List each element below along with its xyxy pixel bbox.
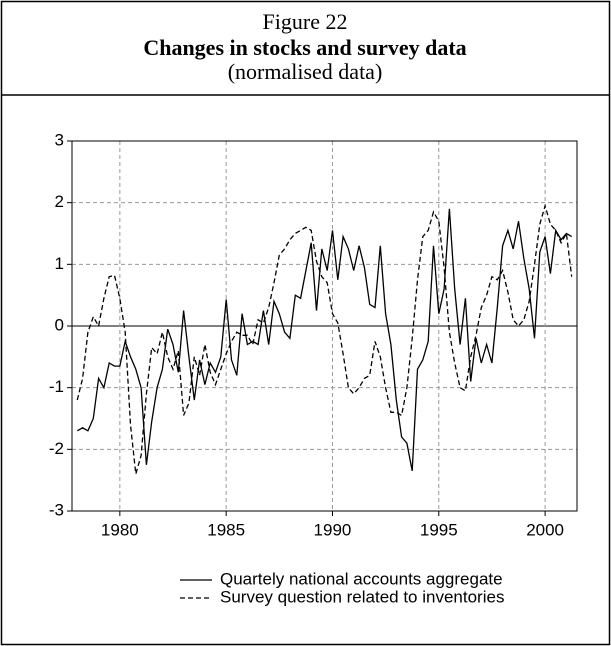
figure-label: Figure 22: [263, 9, 348, 34]
x-tick-label: 1995: [420, 520, 458, 539]
chart-title: Changes in stocks and survey data: [143, 35, 466, 60]
x-tick-label: 2000: [526, 520, 564, 539]
series-line: [76, 203, 573, 475]
x-tick-label: 1985: [207, 520, 245, 539]
y-tick-label: 3: [55, 130, 64, 149]
plot-frame: [71, 140, 578, 512]
chart-subtitle: (normalised data): [228, 59, 383, 84]
y-tick-label: -2: [49, 439, 64, 458]
series-line: [76, 208, 573, 472]
y-tick-label: 2: [55, 192, 64, 211]
x-tick-label: 1990: [314, 520, 352, 539]
y-tick-label: 0: [55, 315, 64, 334]
x-tick-label: 1980: [101, 520, 139, 539]
legend-label: Quartely national accounts aggregate: [220, 569, 503, 588]
y-tick-label: -3: [49, 500, 64, 519]
y-tick-label: 1: [55, 254, 64, 273]
y-tick-label: -1: [49, 377, 64, 396]
legend-label: Survey question related to inventories: [220, 587, 504, 606]
